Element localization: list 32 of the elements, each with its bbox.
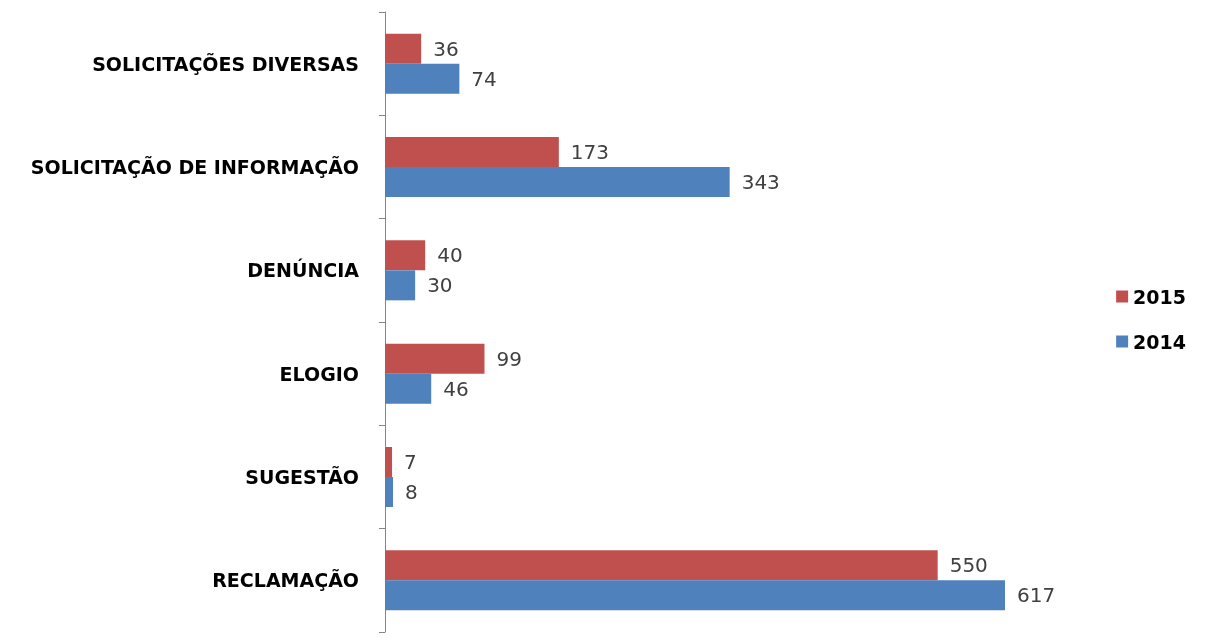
bar bbox=[385, 580, 1005, 611]
y-tick-label: SOLICITAÇÃO DE INFORMAÇÃO bbox=[30, 155, 359, 178]
data-label: 550 bbox=[949, 553, 988, 578]
y-tick-label: RECLAMAÇÃO bbox=[212, 568, 359, 592]
data-label: 7 bbox=[404, 450, 417, 474]
y-tick-label: SOLICITAÇÕES DIVERSAS bbox=[92, 51, 359, 75]
y-tick-label: DENÚNCIA bbox=[247, 258, 360, 282]
data-label: 343 bbox=[741, 170, 780, 194]
bar bbox=[385, 167, 730, 197]
bar bbox=[385, 270, 416, 301]
data-label: 40 bbox=[437, 243, 463, 268]
bar bbox=[385, 447, 393, 477]
bar bbox=[385, 240, 426, 271]
bar bbox=[385, 137, 559, 167]
bar bbox=[385, 63, 460, 94]
bar bbox=[385, 550, 938, 581]
data-label: 74 bbox=[471, 66, 497, 91]
data-label: 617 bbox=[1017, 583, 1056, 608]
y-tick-label: SUGESTÃO bbox=[245, 465, 359, 488]
data-label: 99 bbox=[496, 346, 522, 371]
bar bbox=[385, 343, 485, 374]
legend-label: 2014 bbox=[1133, 330, 1187, 353]
y-tick-label: ELOGIO bbox=[279, 362, 359, 385]
legend-label: 2015 bbox=[1133, 285, 1187, 308]
bar bbox=[385, 373, 432, 404]
data-label: 46 bbox=[443, 376, 469, 401]
data-label: 173 bbox=[570, 140, 610, 164]
data-label: 30 bbox=[427, 273, 453, 298]
bar bbox=[385, 33, 422, 64]
bar bbox=[385, 477, 394, 507]
data-label: 36 bbox=[433, 36, 459, 61]
data-label: 8 bbox=[405, 480, 418, 504]
